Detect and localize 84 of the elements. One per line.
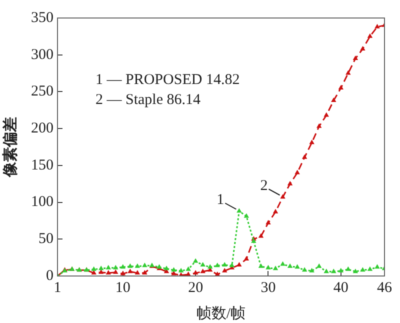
point xyxy=(120,264,126,269)
y-axis-title: 像素偏差 xyxy=(2,117,19,178)
point xyxy=(266,264,271,270)
point xyxy=(338,85,344,90)
x-tick-label: 20 xyxy=(188,280,204,296)
point xyxy=(91,266,96,271)
point xyxy=(142,262,148,268)
point xyxy=(164,266,170,270)
x-axis-title: 帧数/帧 xyxy=(196,304,246,322)
point xyxy=(302,267,308,272)
point xyxy=(316,263,322,268)
annotation: 2 xyxy=(260,178,268,194)
point xyxy=(171,267,176,272)
point xyxy=(266,220,271,224)
point xyxy=(113,269,118,274)
point xyxy=(106,264,111,270)
point xyxy=(294,170,300,174)
y-tick-label: 0 xyxy=(46,268,54,284)
point xyxy=(200,262,206,266)
point xyxy=(208,264,213,269)
point xyxy=(258,233,264,238)
point xyxy=(374,264,380,269)
x-tick-label: 40 xyxy=(333,280,348,296)
point xyxy=(346,70,351,75)
point xyxy=(192,258,198,263)
point xyxy=(280,261,286,266)
point xyxy=(222,268,228,272)
point xyxy=(324,112,329,117)
point xyxy=(367,266,373,271)
point xyxy=(352,56,358,60)
point xyxy=(367,33,373,38)
point xyxy=(134,263,140,268)
point xyxy=(272,208,278,214)
point xyxy=(331,268,336,274)
x-tick-label: 1 xyxy=(54,280,62,296)
annotation: 1 — PROPOSED 14.82 xyxy=(96,72,240,88)
point xyxy=(91,270,96,275)
point xyxy=(222,262,228,266)
point xyxy=(106,270,111,275)
y-tick-label: 50 xyxy=(38,231,54,248)
point xyxy=(287,180,293,186)
point xyxy=(360,267,366,272)
point xyxy=(287,263,293,268)
point xyxy=(236,208,242,213)
point xyxy=(374,24,380,28)
point xyxy=(360,46,366,50)
point xyxy=(280,194,286,199)
y-tick-label: 200 xyxy=(31,120,54,137)
point xyxy=(113,264,118,270)
point xyxy=(324,268,329,274)
y-tick-label: 100 xyxy=(31,194,54,210)
point xyxy=(244,213,250,218)
point xyxy=(302,154,308,159)
point xyxy=(142,270,148,275)
annotation: 1 xyxy=(216,192,224,208)
point xyxy=(309,268,314,272)
point xyxy=(128,263,133,268)
point xyxy=(294,264,300,269)
point xyxy=(258,263,264,268)
point xyxy=(316,123,322,128)
annotation: 2 — Staple 86.14 xyxy=(96,92,201,108)
x-tick-label: 10 xyxy=(115,280,130,296)
point xyxy=(272,266,278,270)
y-tick-label: 300 xyxy=(31,46,54,63)
point xyxy=(331,98,336,102)
point xyxy=(128,268,133,274)
point xyxy=(200,268,206,274)
point xyxy=(214,262,220,268)
point xyxy=(98,266,104,270)
point xyxy=(120,270,126,276)
point xyxy=(186,266,191,271)
x-tick-label: 30 xyxy=(260,280,276,296)
y-tick-label: 150 xyxy=(31,157,54,174)
y-tick-label: 250 xyxy=(31,84,54,100)
point xyxy=(352,268,358,274)
point xyxy=(192,270,198,275)
point xyxy=(346,266,351,271)
x-tick-label: 46 xyxy=(377,280,392,296)
point xyxy=(309,140,314,144)
point xyxy=(244,256,250,261)
point xyxy=(338,268,344,272)
point xyxy=(178,268,184,272)
point xyxy=(134,270,140,275)
y-tick-label: 350 xyxy=(31,10,54,26)
